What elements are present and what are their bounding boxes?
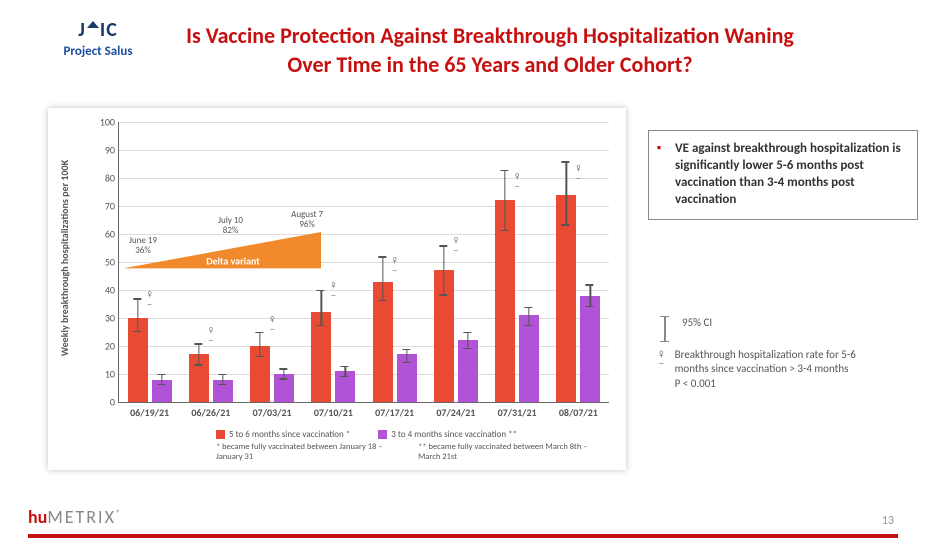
humetrix-metrix: METRIX	[47, 506, 116, 528]
delta-point-label: June 1936%	[129, 236, 157, 256]
legend-series-a: 5 to 6 months since vaccination *	[216, 429, 350, 440]
bullet-icon: ▪	[657, 141, 661, 154]
logo-letter: C	[106, 18, 118, 42]
legend-series-b: 3 to 4 months since vaccination **	[378, 429, 517, 440]
footer-rule	[28, 534, 898, 538]
logo-letter: J	[78, 18, 86, 42]
callout-box: ▪ VE against breakthrough hospitalizatio…	[648, 130, 918, 220]
plot-area: 0102030405060708090100♀06/19/21♀06/26/21…	[118, 122, 609, 403]
legend-note-a: * became fully vaccinated between Januar…	[216, 442, 390, 462]
sig-label: Breakthrough hospitalization rate for 5-…	[675, 348, 886, 391]
slide: J I C Project Salus Is Vaccine Protectio…	[0, 0, 926, 550]
chart-container: Weekly breakthrough hospitalizations per…	[48, 108, 626, 470]
delta-point-label: August 796%	[291, 210, 323, 230]
legend-swatch-a	[216, 430, 225, 439]
legend-label: 5 to 6 months since vaccination *	[229, 429, 350, 440]
delta-point-label: July 1082%	[218, 216, 243, 236]
sig-legend: ♀ Breakthrough hospitalization rate for …	[656, 348, 886, 391]
chart-legend: 5 to 6 months since vaccination * 3 to 4…	[216, 429, 596, 462]
sig-icon: ♀	[656, 348, 667, 367]
legend-swatch-b	[378, 430, 387, 439]
slide-title: Is Vaccine Protection Against Breakthrou…	[180, 22, 800, 79]
reg-mark: ®	[116, 508, 121, 519]
project-salus-label: Project Salus	[38, 44, 158, 59]
callout-text: VE against breakthrough hospitalization …	[675, 141, 905, 209]
ci-legend: 95% CI	[656, 316, 886, 342]
legend-label: 3 to 4 months since vaccination **	[391, 429, 517, 440]
jaic-logo: J I C	[38, 18, 158, 42]
logo-block: J I C Project Salus	[38, 18, 158, 59]
legend-note-b: ** became fully vaccinated between March…	[418, 442, 596, 462]
roof-icon	[87, 21, 99, 28]
y-axis-label: Weekly breakthrough hospitalizations per…	[58, 160, 71, 356]
ci-label: 95% CI	[682, 316, 712, 330]
ci-icon	[656, 316, 674, 342]
humetrix-hu: hu	[28, 506, 47, 528]
page-number: 13	[882, 514, 894, 528]
right-legend: 95% CI ♀ Breakthrough hospitalization ra…	[656, 310, 886, 397]
humetrix-logo: huMETRIX®	[28, 506, 121, 528]
svg-text:Delta variant: Delta variant	[206, 254, 260, 267]
